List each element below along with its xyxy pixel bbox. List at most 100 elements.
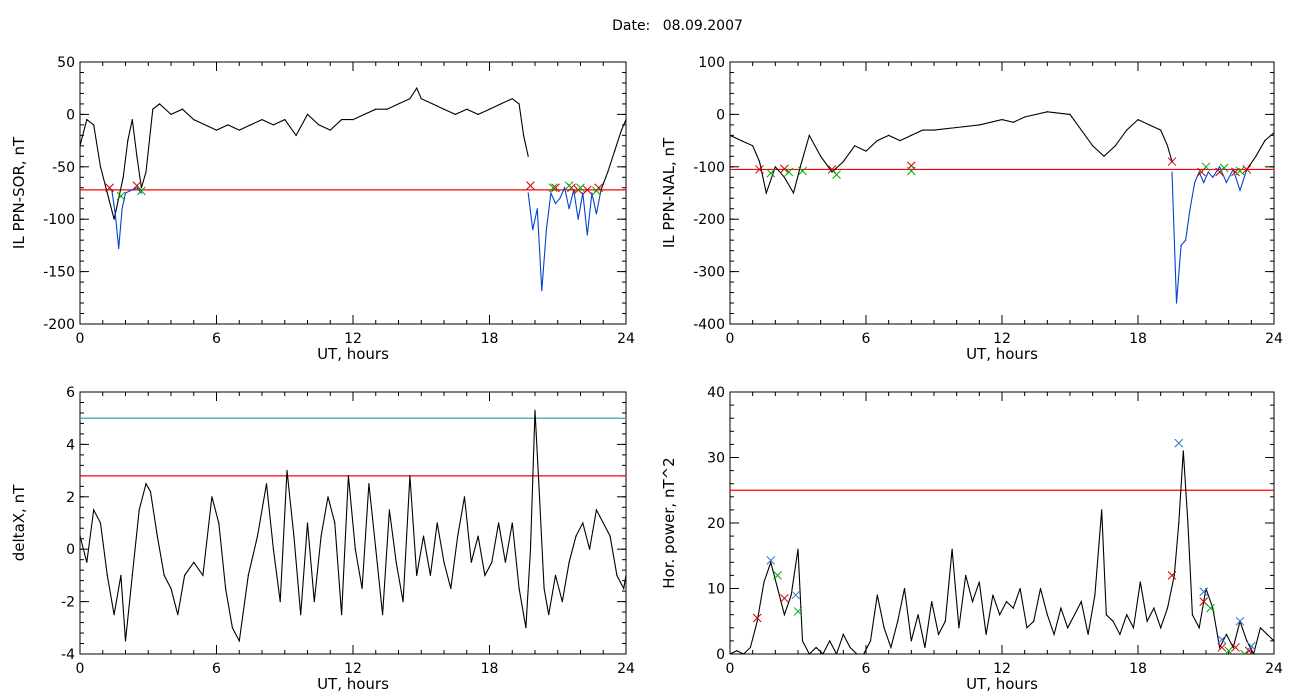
x-marker	[1235, 616, 1245, 626]
data-point	[1046, 614, 1048, 616]
data-point	[842, 160, 844, 163]
x-marker-stroke	[1217, 635, 1227, 644]
x-marker	[548, 183, 558, 193]
x-tick-label: 6	[862, 331, 871, 347]
y-tick-label: 30	[707, 451, 725, 467]
data-point	[820, 155, 822, 157]
x-marker-stroke	[755, 165, 764, 174]
x-marker	[766, 555, 776, 565]
data-point	[582, 522, 584, 524]
data-point	[320, 535, 322, 537]
x-marker	[755, 165, 764, 174]
data-point	[625, 119, 626, 121]
data-point	[256, 535, 259, 537]
data-point	[368, 483, 370, 485]
data-point	[525, 627, 527, 629]
data-point	[763, 581, 765, 583]
data-point	[313, 601, 315, 603]
data-point	[835, 653, 838, 654]
data-point	[140, 192, 143, 194]
x-axis-label: UT, hours	[317, 345, 389, 363]
data-point	[792, 192, 795, 194]
y-tick-label: -2	[61, 595, 75, 611]
data-point	[136, 187, 138, 189]
data-point	[80, 535, 81, 537]
y-axis-label: Hor. power, nT^2	[660, 457, 678, 588]
x-tick-label: 0	[726, 661, 735, 677]
data-point	[1087, 633, 1089, 635]
series-line	[111, 187, 142, 249]
x-marker	[116, 191, 126, 201]
x-axis-label: UT, hours	[966, 675, 1038, 693]
data-point	[783, 176, 786, 178]
data-point	[306, 522, 309, 524]
y-tick-label: 20	[707, 516, 725, 532]
x-tick-label: 18	[1129, 331, 1147, 347]
data-point	[609, 535, 611, 537]
data-point	[740, 140, 742, 142]
data-point	[457, 535, 459, 537]
data-point	[118, 247, 120, 250]
series-line	[527, 186, 602, 291]
data-point	[145, 171, 147, 173]
data-point	[375, 548, 377, 550]
data-point	[422, 535, 425, 537]
data-point	[869, 640, 872, 642]
data-point	[1219, 166, 1221, 168]
data-point	[922, 129, 924, 131]
data-point	[127, 140, 129, 142]
x-tick-label: 24	[1265, 661, 1283, 677]
data-point	[1073, 614, 1076, 616]
data-point	[1026, 627, 1028, 629]
data-point	[523, 134, 525, 136]
data-point	[1160, 129, 1162, 131]
data-point	[131, 189, 133, 191]
x-marker	[798, 166, 807, 176]
data-point	[156, 535, 158, 537]
data-point	[545, 229, 547, 231]
x-marker	[784, 167, 794, 177]
data-point	[808, 653, 810, 654]
y-tick-label: 0	[66, 107, 75, 123]
x-marker	[1217, 643, 1227, 652]
x-marker-stroke	[1245, 646, 1254, 654]
figure-title: Date: 08.09.2007	[0, 18, 1300, 34]
data-point	[1146, 620, 1148, 622]
data-point	[416, 87, 418, 89]
data-point	[999, 614, 1001, 616]
plot-frame	[79, 61, 627, 325]
data-point	[801, 640, 804, 642]
x-marker-stroke	[592, 186, 601, 196]
data-point	[1203, 181, 1205, 184]
y-tick-label: 4	[66, 437, 75, 453]
data-point	[1101, 509, 1103, 511]
data-point	[532, 229, 534, 231]
data-point	[138, 509, 140, 511]
x-marker-stroke	[582, 185, 592, 195]
data-point	[1198, 627, 1200, 629]
data-point	[575, 535, 577, 537]
data-point	[306, 113, 309, 115]
x-marker	[1199, 597, 1209, 606]
data-point	[538, 496, 541, 498]
x-marker	[1240, 649, 1249, 654]
data-point	[554, 202, 557, 205]
data-point	[876, 140, 878, 142]
data-point	[1246, 640, 1248, 642]
x-tick-label: 12	[344, 331, 362, 347]
data-point	[80, 145, 81, 147]
data-point	[484, 574, 486, 577]
series-line	[730, 111, 1173, 196]
x-marker	[1199, 587, 1209, 597]
data-point	[1166, 145, 1169, 147]
x-marker	[1231, 643, 1240, 652]
chart-panel-4: 0 6 12 18 24 0 10 20 30 40 UT, hours Hor. power, nT…	[660, 385, 1283, 693]
data-point	[93, 124, 95, 126]
data-point	[397, 103, 400, 105]
data-point	[352, 119, 354, 121]
data-point	[890, 646, 892, 649]
data-point	[1264, 140, 1266, 142]
y-tick-label: 0	[66, 542, 75, 558]
